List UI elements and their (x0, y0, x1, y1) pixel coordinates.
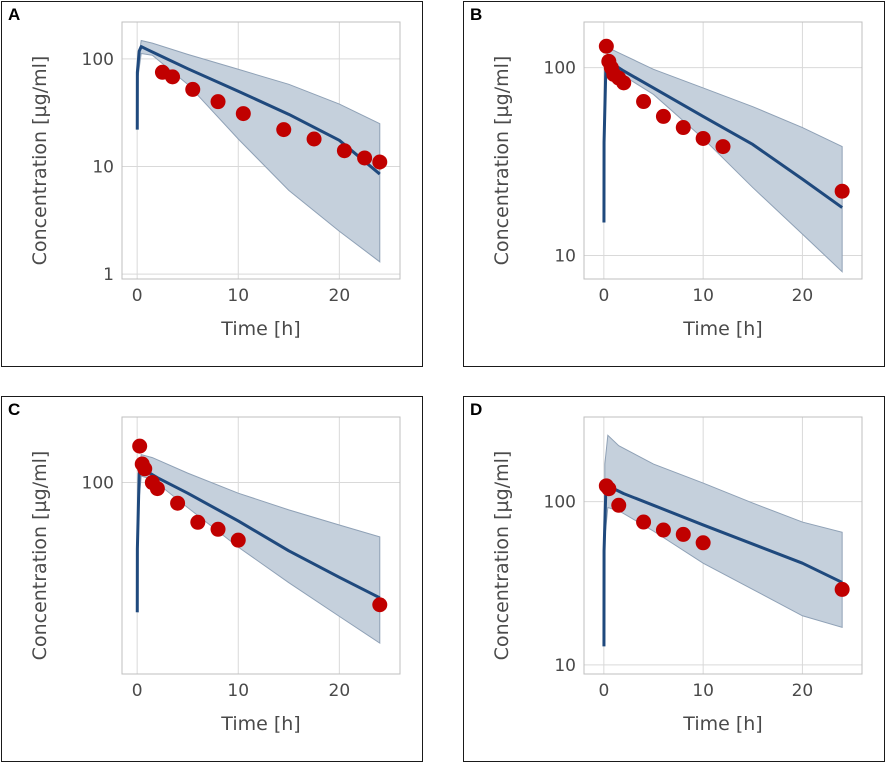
x-tick-label: 0 (598, 681, 609, 701)
y-tick-label: 10 (554, 656, 576, 676)
observed-point (616, 75, 632, 91)
observed-point (601, 481, 617, 497)
observed-point (834, 183, 850, 199)
x-axis-label: Time [h] (220, 713, 300, 735)
observed-point (598, 38, 614, 54)
x-axis-label: Time [h] (682, 713, 762, 735)
observed-point (190, 514, 206, 530)
x-tick-label: 10 (227, 681, 249, 701)
prediction-line (135, 45, 381, 176)
observed-point (149, 481, 165, 497)
x-tick-label: 0 (132, 286, 143, 306)
observed-point (276, 122, 292, 138)
panel-label: C (8, 400, 21, 419)
x-tick-label: 10 (692, 286, 714, 306)
panel-C: C 0 10 20 100 Time [h] Concentration [µg/ml] (1, 396, 423, 762)
x-axis-label: Time [h] (682, 318, 762, 340)
observed-point (834, 581, 850, 597)
observed-point (336, 143, 352, 159)
y-tick-label: 100 (82, 474, 114, 494)
panel-label: B (470, 5, 483, 24)
observed-point (137, 461, 153, 477)
plot-frame (583, 416, 863, 675)
y-tick-label: 10 (92, 157, 114, 177)
concentration-chart: 0 10 20 10 100 Time [h] Concentration [µg/ml] (491, 21, 863, 340)
y-axis-label: Concentration [µg/ml] (29, 451, 51, 661)
y-axis-label: Concentration [µg/ml] (491, 56, 513, 266)
x-axis-label: Time [h] (220, 318, 300, 340)
observed-point (235, 106, 251, 122)
observed-point (306, 131, 322, 147)
x-tick-label: 10 (227, 286, 249, 306)
observed-point (611, 497, 627, 513)
plot-frame (121, 21, 401, 280)
concentration-chart: 0 10 20 10 100 Time [h] Concentration [µg/ml] (491, 416, 863, 735)
observed-point (185, 81, 201, 97)
observed-point (165, 69, 181, 85)
observed-point (695, 130, 711, 146)
prediction-line (602, 58, 844, 223)
panel-A: A 0 10 20 1 10 100 Time [h] Concentration [µg/m… (1, 1, 423, 367)
panel-label: A (8, 5, 21, 24)
x-tick-label: 20 (792, 681, 814, 701)
observed-point (675, 526, 691, 542)
concentration-chart: 0 10 20 100 Time [h] Concentration [µg/ml] (29, 416, 401, 735)
observed-point (210, 94, 226, 110)
observed-point (655, 522, 671, 538)
panel-D: D 0 10 20 10 100 Time [h] Concentration [µg/ml… (463, 396, 885, 762)
panel-label: D (470, 400, 483, 419)
observed-point (357, 150, 373, 166)
x-tick-label: 0 (598, 286, 609, 306)
y-tick-label: 10 (554, 247, 576, 267)
observed-point (210, 521, 226, 537)
observed-point (372, 154, 388, 170)
y-tick-label: 100 (82, 50, 114, 70)
x-tick-label: 20 (792, 286, 814, 306)
concentration-chart: 0 10 20 1 10 100 Time [h] Concentration [µg/ml] (29, 21, 401, 340)
observed-point (372, 597, 388, 613)
panel-B: B 0 10 20 10 100 Time [h] Concentration [µg/ml… (463, 1, 885, 367)
prediction-interval-band (137, 39, 381, 263)
x-tick-label: 10 (692, 681, 714, 701)
observed-point (230, 532, 246, 548)
observed-point (636, 94, 652, 110)
observed-point (636, 514, 652, 530)
y-tick-label: 1 (103, 265, 114, 285)
observed-point (132, 438, 148, 454)
y-tick-label: 100 (544, 59, 576, 79)
plot-frame (121, 416, 401, 675)
x-tick-label: 0 (132, 681, 143, 701)
observed-point (695, 535, 711, 551)
observed-point (715, 139, 731, 155)
prediction-line (602, 484, 843, 647)
x-tick-label: 20 (329, 286, 351, 306)
y-tick-label: 100 (544, 493, 576, 513)
observed-point (655, 108, 671, 124)
y-axis-label: Concentration [µg/ml] (29, 56, 51, 266)
x-tick-label: 20 (329, 681, 351, 701)
observed-point (170, 495, 186, 511)
plot-frame (583, 21, 863, 280)
observed-point (675, 120, 691, 136)
y-axis-label: Concentration [µg/ml] (491, 451, 513, 661)
